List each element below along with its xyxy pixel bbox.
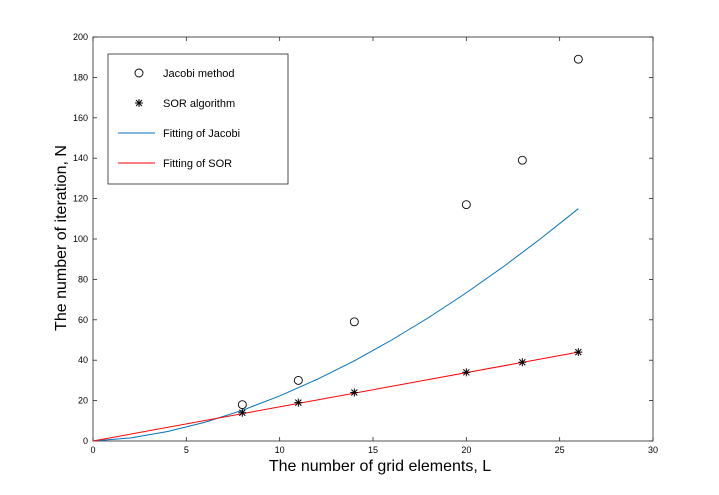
jacobi-data-point bbox=[461, 200, 471, 210]
legend-marker-sor bbox=[135, 99, 143, 107]
y-tick-label: 80 bbox=[78, 274, 88, 284]
y-tick-label: 40 bbox=[78, 355, 88, 365]
x-axis-label: The number of grid elements, L bbox=[269, 458, 491, 475]
sor-data-point bbox=[238, 408, 247, 417]
x-tick-label: 5 bbox=[184, 445, 189, 455]
jacobi-data-point bbox=[237, 400, 247, 410]
jacobi-data-point bbox=[293, 375, 303, 385]
y-tick-label: 140 bbox=[73, 153, 88, 163]
y-tick-label: 60 bbox=[78, 315, 88, 325]
x-tick-label: 15 bbox=[368, 445, 378, 455]
x-tick-label: 30 bbox=[648, 445, 658, 455]
x-tick-label: 0 bbox=[90, 445, 95, 455]
sor-data-point bbox=[462, 368, 471, 377]
x-tick-label: 20 bbox=[461, 445, 471, 455]
y-tick-label: 120 bbox=[73, 194, 88, 204]
sor-data-point bbox=[518, 358, 527, 367]
legend-label: SOR algorithm bbox=[163, 98, 235, 110]
y-tick-label: 100 bbox=[73, 234, 88, 244]
legend-box bbox=[107, 53, 289, 185]
sor-data-point bbox=[350, 388, 359, 397]
legend-label: Fitting of Jacobi bbox=[163, 128, 240, 140]
y-tick-label: 200 bbox=[73, 32, 88, 42]
legend-marker-jacobi bbox=[134, 68, 144, 78]
y-tick-label: 180 bbox=[73, 72, 88, 82]
legend: Jacobi method SOR algorithm Fitting of Jac… bbox=[107, 53, 289, 185]
x-tick-label: 25 bbox=[555, 445, 565, 455]
sor-data-point bbox=[574, 348, 583, 357]
series-line-2 bbox=[92, 208, 579, 442]
legend-label: Jacobi method bbox=[163, 68, 235, 80]
y-tick-label: 160 bbox=[73, 113, 88, 123]
legend-label: Fitting of SOR bbox=[163, 158, 232, 170]
y-tick-label: 20 bbox=[78, 396, 88, 406]
jacobi-data-point bbox=[517, 155, 527, 165]
x-tick-label: 10 bbox=[275, 445, 285, 455]
jacobi-data-point bbox=[349, 317, 359, 327]
y-tick-label: 0 bbox=[83, 436, 88, 446]
y-axis-label: The number of iteration, N bbox=[53, 145, 70, 331]
jacobi-data-point bbox=[573, 54, 583, 64]
sor-data-point bbox=[294, 398, 303, 407]
series-line-3 bbox=[92, 351, 579, 442]
